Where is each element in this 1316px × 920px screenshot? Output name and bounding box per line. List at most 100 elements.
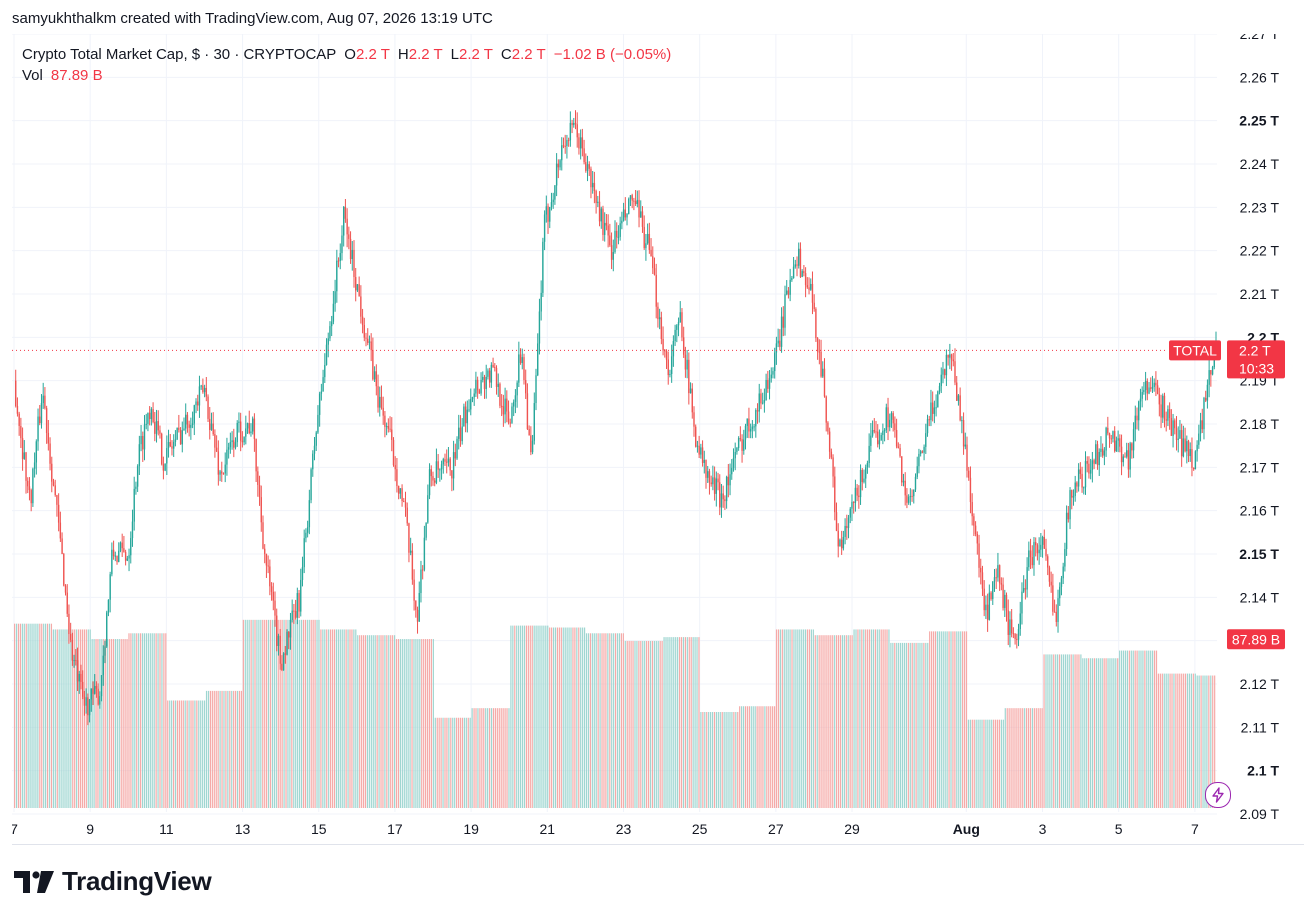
volume-bar: [539, 625, 541, 808]
candle-body: [986, 604, 989, 620]
candle-body: [863, 478, 865, 483]
volume-bar: [1200, 675, 1202, 808]
candle-body: [739, 438, 742, 440]
candle-body: [1038, 549, 1040, 554]
volume-bar: [545, 625, 547, 808]
candle-body: [1101, 448, 1104, 456]
candle-body: [415, 600, 417, 610]
candle-body: [1095, 444, 1097, 464]
candle-body: [737, 438, 740, 448]
volume-bar: [632, 640, 634, 808]
candle-body: [507, 411, 510, 423]
price-chart[interactable]: 2.09 T2.1 T2.11 T2.12 T2.13 T2.14 T2.15 …: [12, 34, 1304, 844]
volume-bar: [1210, 675, 1212, 808]
candle-body: [653, 268, 656, 275]
candle-body: [624, 209, 627, 218]
candle-body: [980, 567, 982, 573]
candle-body: [423, 537, 426, 570]
volume-bar: [872, 629, 875, 808]
volume-bar: [793, 629, 795, 808]
volume-bar: [95, 639, 97, 808]
candle-body: [652, 256, 654, 269]
candle-body: [576, 124, 578, 138]
volume-bar: [554, 627, 557, 808]
candle-body: [847, 517, 850, 529]
volume-bar: [585, 633, 588, 808]
candle-body: [1138, 401, 1140, 421]
candle-body: [509, 422, 511, 424]
volume-bar: [737, 712, 739, 808]
candle-body: [28, 486, 31, 491]
volume-bar: [845, 635, 847, 808]
candle-body: [488, 370, 491, 383]
volume-bar: [43, 623, 45, 808]
lightning-icon[interactable]: [1205, 782, 1231, 808]
candle-body: [401, 488, 403, 501]
candle-body: [471, 397, 474, 400]
volume-bar: [45, 623, 47, 808]
candle-body: [770, 374, 772, 379]
candle-body: [1045, 548, 1047, 557]
candle-body: [485, 376, 487, 389]
volume-bar: [1068, 654, 1070, 808]
tradingview-logo[interactable]: TradingView: [14, 866, 212, 897]
candle-body: [1091, 460, 1094, 470]
volume-bar: [163, 633, 165, 808]
candle-body: [209, 418, 211, 430]
volume-bar: [892, 642, 894, 808]
volume-bar: [1033, 708, 1035, 808]
volume-bar: [155, 633, 157, 808]
candle-body: [772, 371, 774, 375]
candle-body: [121, 542, 123, 549]
volume-bar: [308, 619, 310, 808]
candle-body: [887, 407, 889, 428]
high-value: 2.2 T: [408, 46, 443, 63]
candle-body: [844, 525, 846, 537]
volume-bar: [300, 619, 303, 808]
x-tick-label: 9: [86, 821, 94, 837]
candle-body: [968, 470, 970, 478]
candle-body: [1103, 450, 1106, 456]
candle-body: [392, 439, 395, 466]
volume-bar: [950, 631, 952, 808]
candle-body: [796, 264, 798, 266]
volume-bar: [752, 706, 754, 808]
volume-bar: [1022, 708, 1024, 808]
candle-body: [1148, 387, 1150, 394]
candle-body: [61, 538, 63, 555]
volume-bar: [719, 712, 721, 808]
volume-bar: [318, 619, 320, 808]
volume-bar: [461, 717, 464, 808]
candle-body: [581, 137, 584, 149]
volume-bar: [236, 690, 239, 808]
candle-body: [525, 380, 527, 394]
candle-body: [792, 266, 795, 279]
volume-bar: [661, 640, 663, 808]
volume-bar: [1103, 658, 1105, 808]
candle-body: [154, 422, 156, 434]
volume-bar: [83, 629, 85, 808]
candle-body: [559, 160, 561, 168]
volume-bar: [739, 706, 741, 808]
candle-body: [1057, 598, 1059, 622]
volume-bar: [696, 637, 698, 808]
candle-body: [464, 406, 467, 424]
chart-attribution: samyukhthalkm created with TradingView.c…: [12, 10, 493, 27]
candle-body: [1206, 384, 1209, 401]
candle-body: [614, 230, 616, 253]
volume-bar: [136, 633, 138, 808]
candle-body: [1096, 444, 1099, 466]
high-label: H: [397, 46, 409, 63]
candle-body: [806, 285, 809, 288]
volume-bar: [246, 619, 248, 808]
volume-bar: [167, 700, 169, 808]
candle-body: [550, 202, 553, 207]
volume-bar: [702, 712, 704, 808]
candle-body: [945, 354, 948, 376]
volume-bar: [597, 633, 599, 808]
candle-body: [516, 382, 518, 396]
volume-bar: [762, 706, 764, 808]
chart-area[interactable]: 2.09 T2.1 T2.11 T2.12 T2.13 T2.14 T2.15 …: [12, 34, 1304, 845]
candle-body: [866, 463, 869, 468]
volume-bar: [1140, 650, 1142, 808]
